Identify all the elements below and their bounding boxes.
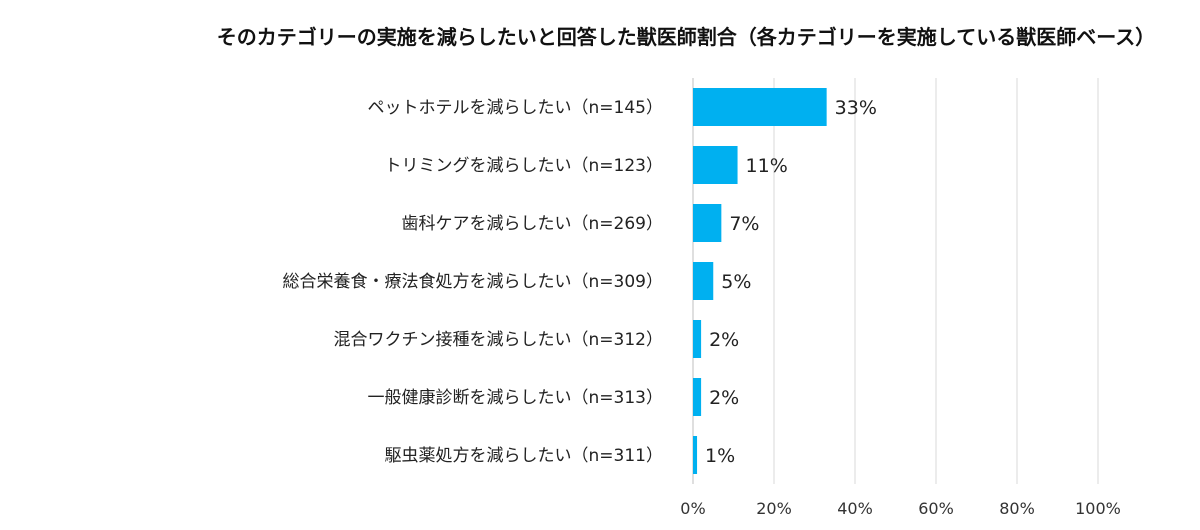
x-tick-label: 20% [756, 499, 792, 518]
bar [693, 378, 702, 416]
value-label: 2% [709, 387, 739, 409]
category-label: 総合栄養食・療法食処方を減らしたい（n=309） [283, 272, 663, 292]
category-label: 駆虫薬処方を減らしたい（n=311） [385, 446, 663, 466]
x-tick-label: 80% [999, 499, 1035, 518]
bar [693, 262, 714, 300]
value-labels: 33% 11% 7% 5% 2% 2% 1% [705, 97, 877, 467]
value-label: 2% [709, 329, 739, 351]
bar [693, 146, 738, 184]
category-label: 歯科ケアを減らしたい（n=269） [402, 214, 663, 234]
x-tick-label: 60% [918, 499, 954, 518]
x-tick-label: 40% [837, 499, 873, 518]
category-label: 一般健康診断を減らしたい（n=313） [368, 388, 663, 408]
value-label: 11% [746, 155, 788, 177]
category-label: ペットホテルを減らしたい（n=145） [368, 98, 663, 118]
x-tick-label: 100% [1075, 499, 1121, 518]
bars [693, 88, 827, 474]
value-label: 33% [835, 97, 877, 119]
category-label: 混合ワクチン接種を減らしたい（n=312） [334, 330, 663, 350]
value-label: 1% [705, 445, 735, 467]
category-label: トリミングを減らしたい（n=123） [385, 156, 663, 176]
category-labels: ペットホテルを減らしたい（n=145） トリミングを減らしたい（n=123） 歯科ケ… [283, 98, 663, 466]
grid [692, 78, 1099, 484]
bar [693, 88, 827, 126]
chart-title: そのカテゴリーの実施を減らしたいと回答した獣医師割合（各カテゴリーを実施している… [217, 25, 1155, 49]
value-label: 5% [721, 271, 751, 293]
bar [693, 320, 702, 358]
value-label: 7% [729, 213, 759, 235]
bar [693, 436, 698, 474]
bar [693, 204, 722, 242]
x-axis-ticks: 0% 20% 40% 60% 80% 100% [680, 499, 1121, 518]
x-tick-label: 0% [680, 499, 705, 518]
